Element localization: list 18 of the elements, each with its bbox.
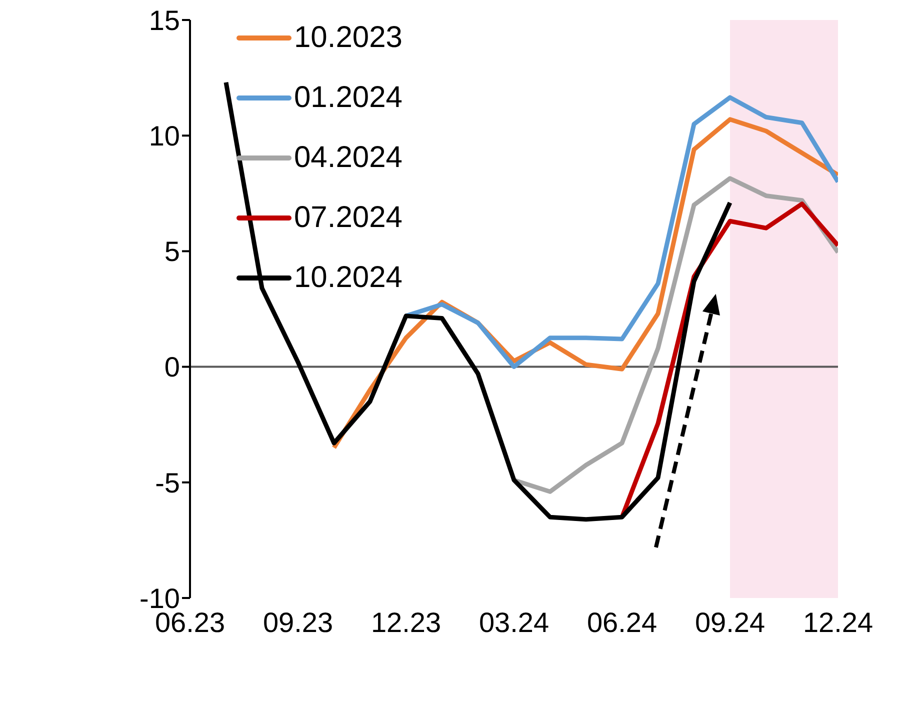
x-tick-label: 03.24 [478,606,550,638]
x-tick-label: 12.24 [802,606,874,638]
legend-label: 10.2023 [294,20,402,56]
line-series [224,80,732,522]
y-tick-label: 15 [148,4,180,36]
x-tick-label: 09.23 [262,606,334,638]
y-tick-label: 0 [164,352,180,383]
y-tick-label: 5 [164,236,180,268]
legend-label: 01.2024 [294,80,402,116]
y-tick-label: -10 [140,582,180,614]
legend-label: 04.2024 [294,140,402,176]
x-tick-label: 12.23 [370,606,442,638]
y-tick-label: 10 [148,120,180,152]
x-tick-label: 09.24 [694,606,766,638]
y-tick-label: -5 [155,467,180,498]
legend-label: 10.2024 [294,260,402,296]
legend-label: 07.2024 [294,200,402,236]
x-tick-label: 06.24 [586,606,658,638]
